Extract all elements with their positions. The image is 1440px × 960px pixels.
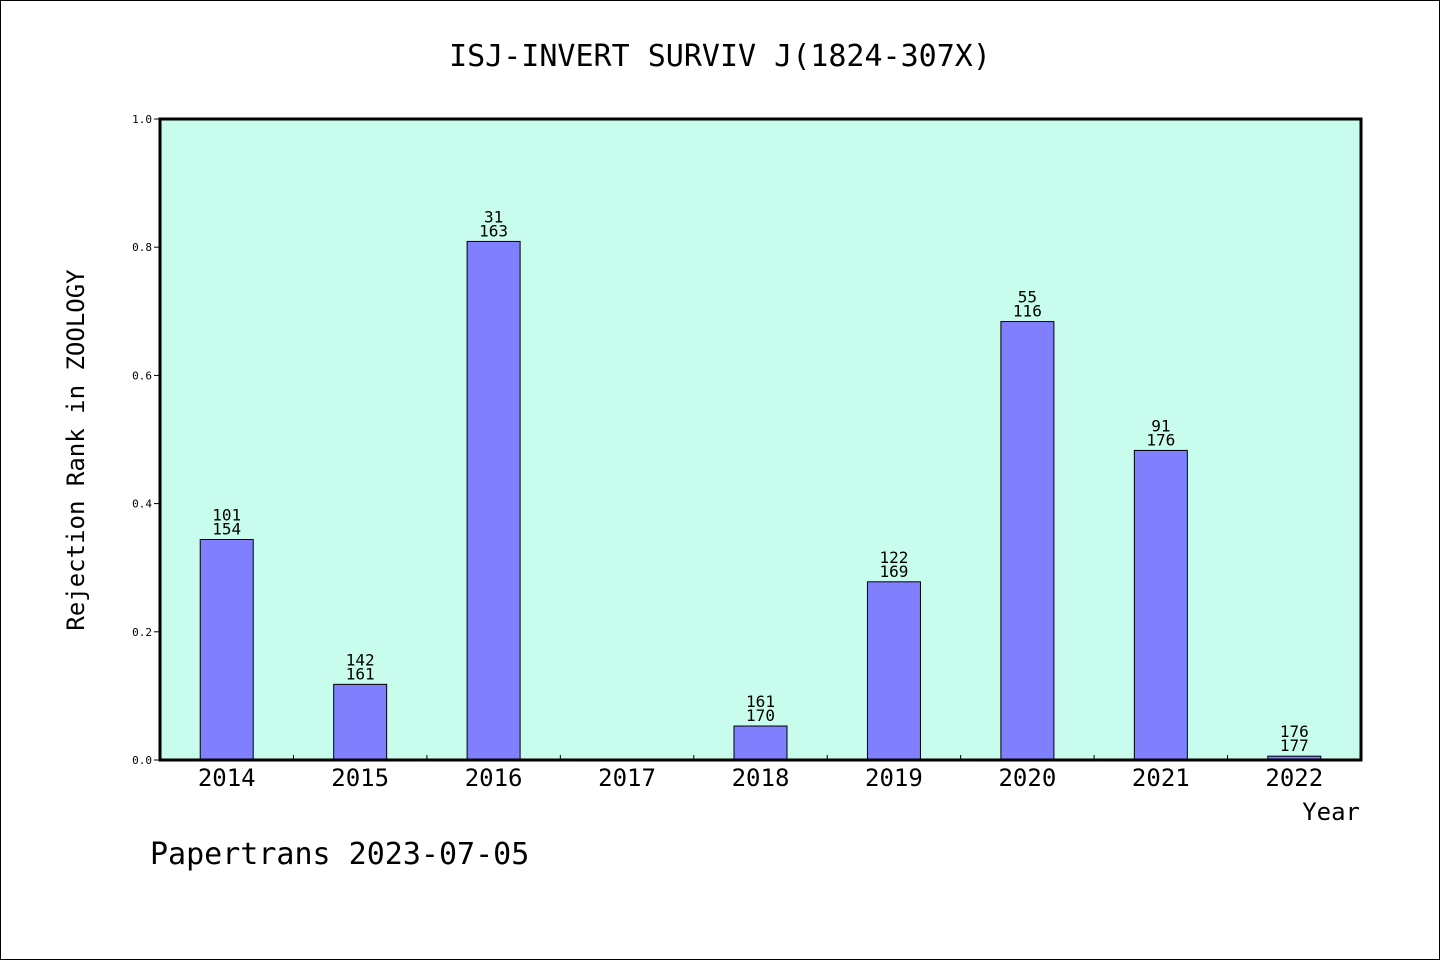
footer-credit: Papertrans 2023-07-05 xyxy=(150,837,529,872)
bar-label-bottom: 116 xyxy=(1013,302,1042,321)
bars-group xyxy=(199,240,1322,761)
bar-label-top: 122 xyxy=(879,548,908,567)
y-tick-label: 0.8 xyxy=(132,241,152,254)
x-axis: 2014 2015 2016 2017 2018 2019 2020 2021 2022 xyxy=(198,755,1323,792)
y-tick-label: 1.0 xyxy=(132,113,152,126)
x-axis-label: Year xyxy=(1302,798,1360,826)
bar-label-bottom: 154 xyxy=(212,519,241,538)
bar-2021 xyxy=(1133,449,1188,761)
bar-label-bottom: 169 xyxy=(879,562,908,581)
x-tick-label: 2018 xyxy=(732,764,790,792)
y-tick-label: 0.4 xyxy=(132,498,152,511)
bar-label-top: 91 xyxy=(1151,416,1170,435)
bar-label-bottom: 163 xyxy=(479,221,508,240)
x-tick-label: 2016 xyxy=(465,764,523,792)
bar-label-top: 101 xyxy=(212,505,241,524)
bar-label-top: 142 xyxy=(346,650,375,669)
y-tick-label: 0.6 xyxy=(132,369,152,382)
bar-label-top: 176 xyxy=(1280,722,1309,741)
y-tick-label: 0.2 xyxy=(132,626,152,639)
x-tick-label: 2015 xyxy=(331,764,389,792)
x-tick-label: 2019 xyxy=(865,764,923,792)
bar-label-top: 55 xyxy=(1018,288,1037,307)
bar-label-bottom: 170 xyxy=(746,706,775,725)
x-tick-label: 2022 xyxy=(1265,764,1323,792)
bar-2015 xyxy=(333,683,388,761)
y-axis: 0.0 0.2 0.4 0.6 0.8 1.0 xyxy=(132,113,160,767)
bar-label-bottom: 176 xyxy=(1146,430,1175,449)
bar-2020 xyxy=(1000,321,1055,761)
bar-label-top: 31 xyxy=(484,207,503,226)
y-tick-label: 0.0 xyxy=(132,754,152,767)
bar-2016 xyxy=(466,240,521,761)
y-axis-label: Rejection Rank in ZOOLOGY xyxy=(62,269,90,631)
x-tick-label: 2014 xyxy=(198,764,256,792)
bar-2014 xyxy=(199,538,254,761)
x-tick-label: 2021 xyxy=(1132,764,1190,792)
bar-label-top: 161 xyxy=(746,692,775,711)
chart-title: ISJ-INVERT SURVIV J(1824-307X) xyxy=(449,39,991,74)
bar-label-bottom: 161 xyxy=(346,664,375,683)
bar-2019 xyxy=(866,581,921,761)
bar-labels-group: 1011541421613116316117012216955116911761… xyxy=(212,207,1308,755)
bar-2018 xyxy=(733,725,788,761)
x-tick-label: 2020 xyxy=(998,764,1056,792)
bar-label-bottom: 177 xyxy=(1280,736,1309,755)
plot-border xyxy=(158,117,1363,762)
x-tick-label: 2017 xyxy=(598,764,656,792)
